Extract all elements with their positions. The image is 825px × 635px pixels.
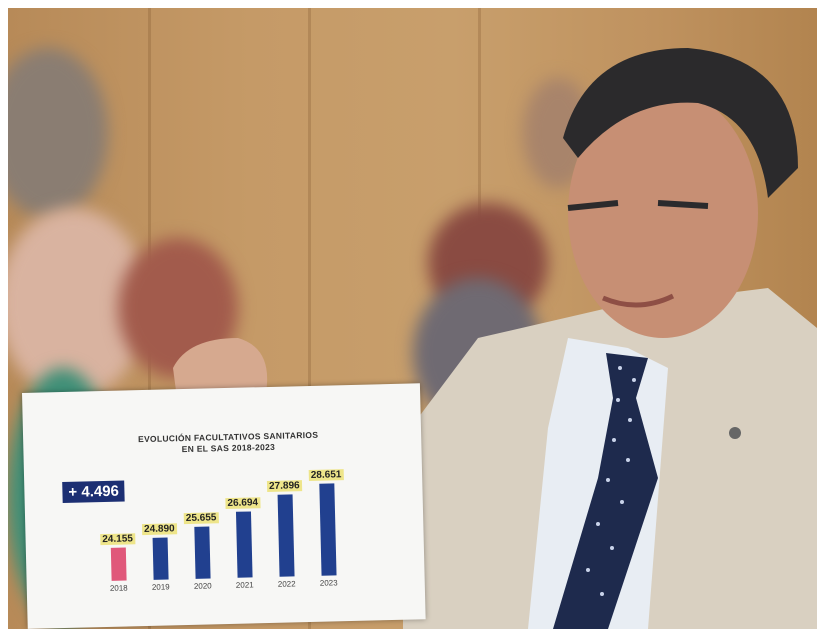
year-label-2023: 2023 [319,578,338,588]
photo: EVOLUCIÓN FACULTATIVOS SANITARIOS EN EL … [8,8,817,629]
value-label-2021: 26.694 [225,497,261,509]
year-label-2022: 2022 [277,579,296,589]
chart-sheet: EVOLUCIÓN FACULTATIVOS SANITARIOS EN EL … [22,383,426,629]
man-figure [173,48,817,629]
year-label-2020: 2020 [193,581,212,591]
value-label-2022: 27.896 [266,480,302,493]
year-label-2018: 2018 [109,583,128,593]
bar-2023 [319,483,337,576]
increase-badge: + 4.496 [62,480,126,504]
bar-2019 [152,537,169,580]
value-label-2023: 28.651 [308,469,344,482]
year-label-2021: 2021 [235,580,254,590]
background-person [8,48,108,218]
bar-2021 [235,511,253,578]
bar-2018 [110,547,127,581]
bar-2020 [194,526,211,579]
wood-panel-seam [308,8,311,629]
bar-2022 [277,494,295,577]
value-label-2018: 24.155 [100,533,136,546]
value-label-2019: 24.890 [141,522,177,535]
year-label-2019: 2019 [151,582,170,592]
value-label-2020: 25.655 [183,511,219,524]
